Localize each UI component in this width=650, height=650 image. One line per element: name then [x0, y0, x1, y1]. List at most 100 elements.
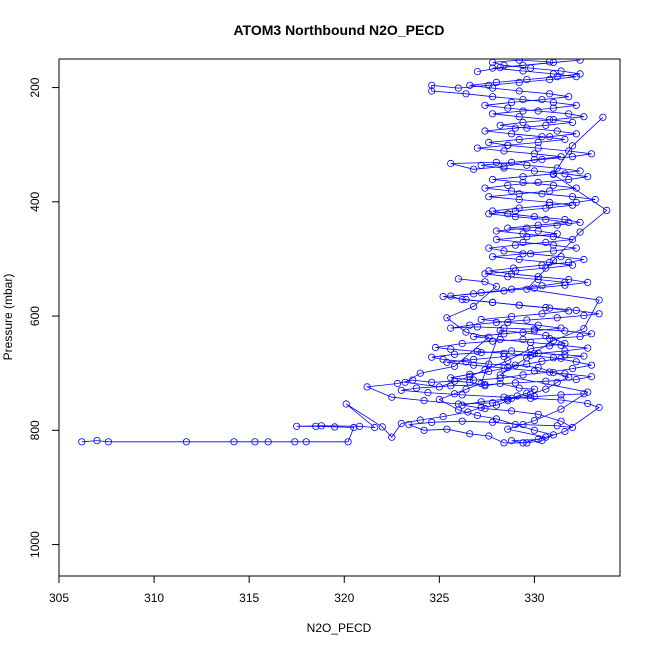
data-point — [572, 306, 580, 314]
data-point — [568, 153, 577, 161]
data-point — [530, 350, 539, 358]
data-point — [397, 386, 405, 394]
data-point — [466, 81, 474, 89]
data-point — [500, 147, 508, 155]
data-point — [447, 382, 455, 390]
data-point — [473, 411, 481, 420]
data-point — [342, 400, 350, 408]
data-point — [538, 96, 546, 104]
data-point — [603, 206, 611, 214]
data-point — [507, 130, 516, 138]
data-point — [416, 416, 424, 424]
data-point — [492, 318, 500, 326]
data-point — [530, 325, 539, 333]
x-tick-label: 315 — [239, 591, 259, 605]
data-point — [504, 224, 512, 232]
data-point — [454, 406, 462, 414]
data-point — [523, 316, 531, 324]
data-point — [511, 241, 520, 249]
data-point — [557, 391, 565, 399]
data-point — [534, 435, 542, 444]
data-point — [350, 423, 358, 432]
data-point — [530, 167, 539, 175]
data-point — [458, 401, 466, 409]
data-point — [523, 124, 531, 132]
data-point — [443, 314, 451, 322]
data-point — [515, 195, 523, 204]
data-point — [428, 87, 436, 95]
data-point — [462, 90, 470, 98]
data-point — [504, 141, 512, 149]
data-point — [462, 358, 470, 366]
data-point — [500, 61, 508, 69]
x-tick-label: 310 — [144, 591, 164, 605]
data-point — [454, 275, 462, 283]
data-point — [561, 170, 569, 178]
data-point — [439, 292, 447, 301]
data-point — [504, 273, 512, 281]
data-point — [568, 235, 577, 244]
data-point — [534, 410, 542, 418]
data-point — [553, 127, 561, 135]
data-point — [458, 417, 466, 425]
data-point — [523, 161, 531, 169]
data-point — [78, 438, 86, 446]
data-point — [515, 59, 523, 64]
series-line — [401, 59, 608, 444]
data-point — [488, 175, 497, 184]
data-point — [519, 118, 527, 127]
data-point — [572, 375, 580, 384]
data-point — [500, 364, 508, 372]
series-2 — [397, 59, 611, 447]
data-point — [420, 426, 428, 434]
data-point — [428, 418, 436, 426]
data-point — [496, 371, 504, 379]
y-tick-label: 600 — [28, 306, 42, 326]
data-point — [454, 400, 462, 408]
data-point — [572, 130, 580, 138]
data-point — [572, 358, 580, 366]
data-point — [542, 121, 550, 129]
data-point — [519, 173, 527, 181]
series-3 — [401, 275, 588, 447]
data-point — [530, 392, 539, 401]
data-point — [355, 422, 364, 430]
x-tick-label: 320 — [334, 591, 354, 605]
data-point — [477, 398, 485, 406]
data-point — [568, 261, 577, 269]
data-point — [576, 59, 584, 64]
data-point — [312, 422, 320, 430]
data-point — [595, 310, 603, 318]
data-point — [511, 267, 520, 275]
data-point — [557, 324, 565, 332]
data-point — [557, 67, 565, 75]
data-point — [584, 278, 592, 286]
data-point — [488, 399, 497, 407]
data-point — [553, 314, 561, 322]
data-point — [519, 371, 527, 379]
data-point — [485, 193, 493, 201]
data-point — [580, 311, 588, 320]
data-point — [492, 401, 500, 409]
data-point — [549, 247, 558, 255]
data-point — [466, 321, 474, 329]
series-layer — [78, 59, 611, 447]
data-point — [530, 327, 539, 335]
data-point — [264, 438, 272, 446]
data-point — [182, 438, 190, 446]
data-point — [481, 366, 489, 374]
x-tick-label: 305 — [49, 591, 69, 605]
data-point — [549, 354, 558, 362]
data-point — [549, 59, 557, 66]
data-point — [553, 422, 561, 430]
data-point — [523, 76, 531, 84]
data-point — [515, 113, 523, 121]
data-point — [549, 431, 558, 439]
data-point — [557, 417, 565, 425]
data-point — [526, 344, 535, 353]
data-point — [344, 438, 352, 446]
data-point — [530, 213, 539, 221]
data-point — [519, 107, 527, 115]
data-point — [519, 96, 527, 104]
data-point — [572, 73, 580, 81]
